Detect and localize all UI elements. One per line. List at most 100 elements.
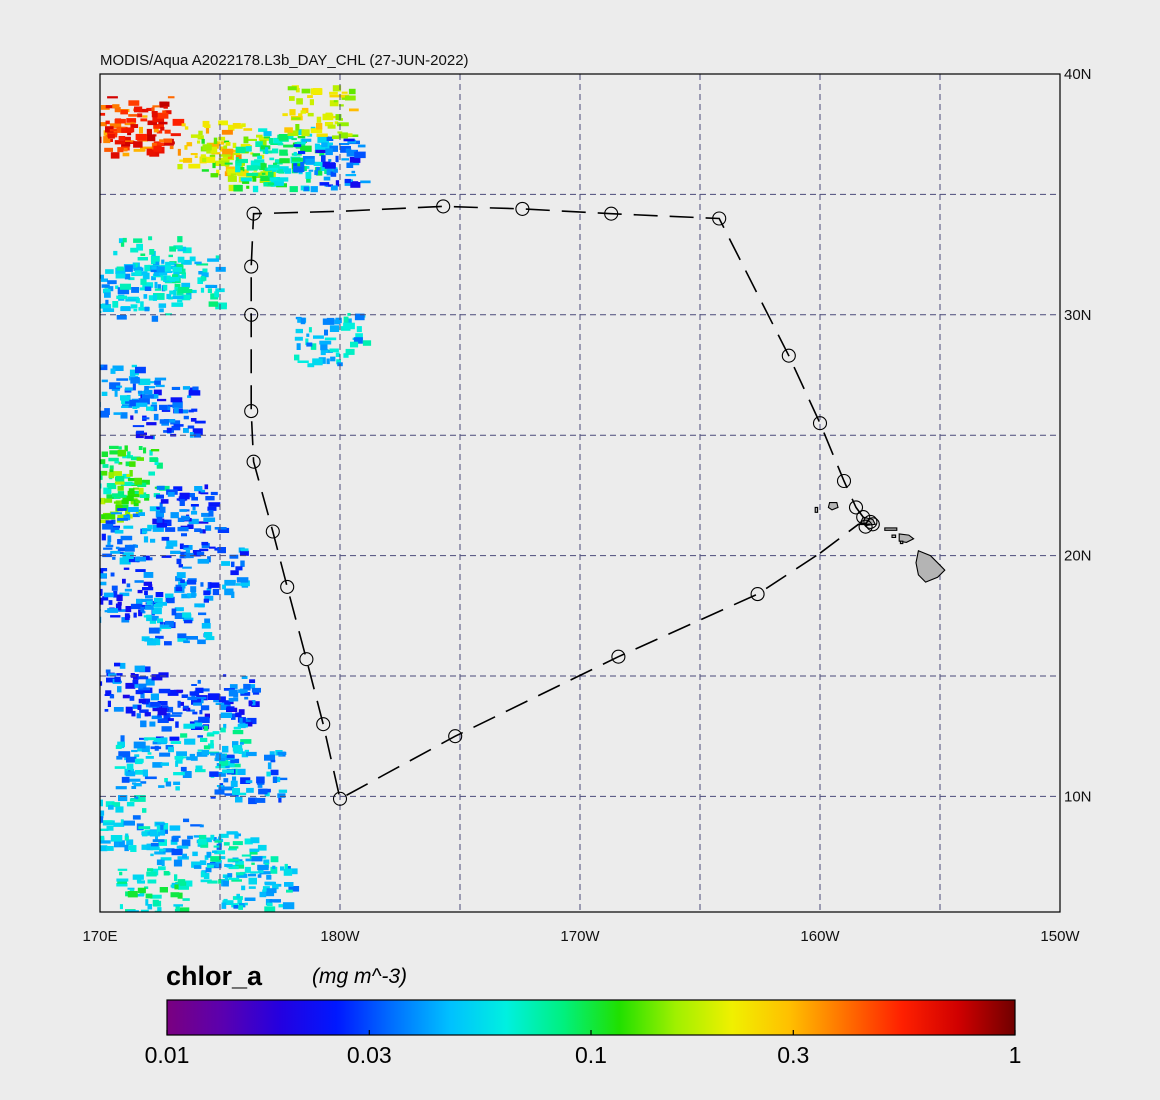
chlorophyll-pixel — [183, 157, 193, 163]
chlorophyll-pixel — [202, 529, 206, 534]
chlorophyll-pixel — [157, 710, 167, 716]
chlorophyll-pixel — [117, 868, 128, 871]
chlorophyll-pixel — [159, 101, 168, 108]
chlorophyll-pixel — [301, 129, 310, 137]
chlorophyll-pixel — [156, 130, 163, 134]
chlorophyll-pixel — [279, 158, 290, 164]
chlorophyll-pixel — [115, 504, 123, 512]
chlorophyll-pixel — [167, 96, 175, 99]
chlorophyll-pixel — [146, 128, 152, 136]
chlorophyll-pixel — [321, 142, 328, 148]
chlorophyll-pixel — [134, 770, 145, 775]
chlorophyll-pixel — [112, 556, 116, 560]
chlorophyll-pixel — [344, 133, 353, 137]
chlorophyll-pixel — [105, 105, 116, 109]
chlorophyll-pixel — [194, 420, 206, 424]
chlorophyll-pixel — [250, 160, 261, 166]
chlorophyll-pixel — [157, 714, 162, 718]
chlorophyll-pixel — [113, 412, 122, 415]
station-marker — [750, 587, 765, 602]
chlorophyll-pixel — [291, 157, 304, 162]
chlorophyll-pixel — [159, 848, 166, 852]
latitude-ticks: 40N 30N 20N 10N — [1064, 66, 1092, 805]
chlorophyll-pixel — [203, 517, 216, 522]
chlorophyll-pixel — [157, 284, 161, 290]
chlorophyll-pixel — [119, 904, 123, 910]
chlorophyll-pixel — [257, 782, 263, 788]
chlorophyll-pixel — [153, 127, 159, 133]
chlorophyll-pixel — [177, 633, 187, 639]
chlorophyll-pixel — [278, 797, 282, 803]
chlorophyll-pixel — [143, 272, 150, 280]
chlorophyll-pixel — [288, 886, 300, 892]
chlorophyll-pixel — [141, 745, 150, 753]
chlorophyll-pixel — [155, 592, 164, 598]
chlorophyll-pixel — [200, 705, 210, 711]
chlorophyll-pixel — [274, 162, 283, 165]
chlorophyll-pixel — [224, 588, 234, 596]
chlorophyll-pixel — [78, 515, 89, 520]
chlorophyll-pixel — [241, 854, 252, 857]
chlorophyll-pixel — [322, 161, 330, 168]
chlorophyll-pixel — [100, 816, 104, 823]
chlorophyll-pixel — [112, 301, 119, 308]
chlorophyll-pixel — [114, 766, 126, 769]
chlorophyll-pixel — [116, 295, 128, 299]
chlorophyll-pixel — [214, 850, 225, 855]
chlorophyll-pixel — [197, 140, 201, 144]
chlorophyll-pixel — [191, 684, 197, 686]
chlorophyll-pixel — [241, 751, 249, 758]
chlorophyll-pixel — [255, 797, 266, 803]
chlorophyll-pixel — [357, 144, 366, 148]
chlorophyll-pixel — [152, 524, 164, 532]
chlorophyll-pixel — [174, 612, 185, 619]
chlorophyll-pixel — [235, 792, 247, 796]
chlorophyll-pixel — [132, 383, 136, 391]
station-marker — [436, 199, 451, 214]
chlorophyll-pixel — [177, 236, 183, 243]
chlorophyll-pixel — [112, 493, 119, 498]
chlorophyll-pixel — [121, 142, 131, 147]
chlorophyll-pixel — [100, 122, 107, 127]
chlorophyll-pixel — [100, 588, 103, 596]
chlorophyll-pixel — [158, 785, 165, 788]
chlorophyll-pixel — [159, 419, 170, 424]
chlorophyll-pixel — [117, 741, 125, 747]
station-marker — [812, 416, 828, 431]
chlorophyll-pixel — [238, 723, 248, 728]
chlorophyll-pixel — [149, 506, 160, 512]
chlorophyll-pixel — [167, 689, 179, 696]
chlorophyll-pixel — [195, 687, 204, 693]
chlorophyll-pixel — [174, 884, 179, 890]
chlorophyll-pixel — [230, 173, 237, 176]
chlorophyll-pixel — [76, 521, 84, 528]
chlorophyll-pixel — [245, 138, 257, 141]
chlorophyll-pixel — [232, 788, 240, 795]
chlorophyll-pixel — [138, 826, 151, 829]
chlorophyll-pixel — [218, 696, 226, 703]
chlorophyll-pixel — [116, 755, 123, 760]
chlorophyll-pixel — [142, 282, 154, 288]
chlorophyll-pixel — [315, 149, 326, 153]
chlorophyll-pixel — [138, 108, 149, 113]
chlorophyll-pixel — [112, 365, 124, 371]
chlorophyll-pixel — [222, 880, 229, 887]
chlorophyll-pixel — [124, 835, 129, 841]
chlorophyll-pixel — [326, 168, 333, 176]
chlorophyll-pixel — [350, 341, 359, 348]
chlorophyll-pixel — [103, 547, 113, 550]
chlorophyll-pixel — [135, 569, 146, 572]
chlorophyll-pixel — [146, 871, 157, 877]
chlorophyll-pixel — [117, 539, 123, 545]
chlorophyll-pixel — [173, 245, 183, 250]
chlorophyll-pixel — [294, 354, 300, 361]
chlorophyll-pixel — [152, 899, 159, 906]
chlorophyll-layer — [76, 85, 372, 912]
chlorophyll-pixel — [232, 142, 237, 148]
chlorophyll-pixel — [257, 864, 269, 871]
chlorophyll-pixel — [246, 751, 257, 757]
chlorophyll-pixel — [117, 147, 124, 153]
chlorophyll-pixel — [184, 126, 189, 130]
chlorophyll-pixel — [335, 114, 342, 121]
